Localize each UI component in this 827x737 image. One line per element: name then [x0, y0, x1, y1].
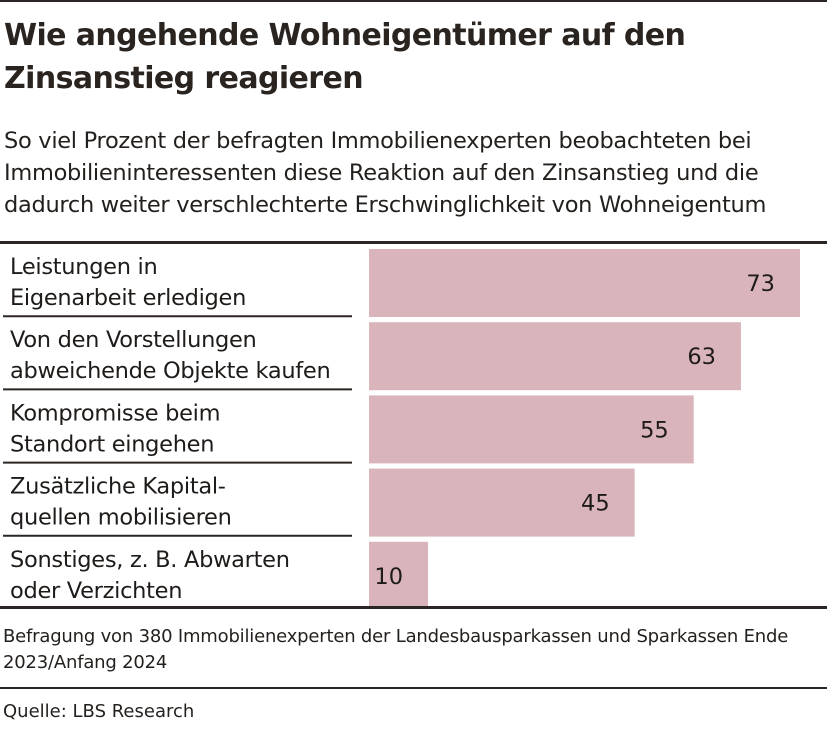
bar	[369, 468, 635, 537]
bar-chart: 73 Leistungen in Eigenarbeit erledigen 63 Vo…	[3, 249, 800, 609]
bar-row: 73 Leistungen in Eigenarbeit erledigen	[3, 249, 800, 318]
category-label: Sonstiges, z. B. Abwarten	[10, 547, 290, 573]
chart-bottom-rule	[0, 606, 827, 609]
bar	[369, 322, 741, 391]
bar	[369, 249, 800, 317]
bar-row: 45 Zusätzliche Kapital-quellen mobilisier…	[3, 468, 635, 537]
chart-subtitle: So viel Prozent der befragten Immobilien…	[4, 128, 767, 218]
chart-title: Wie angehende Wohneigentümer auf den Zin…	[4, 18, 686, 96]
bar-row: 55 Kompromisse beim Standort eingehen	[3, 395, 694, 464]
category-label: Zusätzliche Kapital-	[10, 474, 226, 500]
category-label: abweichende Objekte kaufen	[10, 358, 330, 384]
category-label: Von den Vorstellungen	[10, 327, 257, 353]
bar	[369, 395, 694, 464]
bar	[369, 541, 429, 609]
footnote: Befragung von 380 Immobilienexperten der…	[3, 626, 789, 673]
source-rule	[0, 687, 827, 689]
category-label: Kompromisse beim	[10, 400, 220, 426]
bar-value-label: 55	[640, 417, 669, 443]
bar-value-label: 10	[374, 564, 403, 590]
top-rule	[0, 0, 827, 2]
bar-row: 63 Von den Vorstellungen abweichende Objek…	[3, 322, 741, 391]
bar-value-label: 45	[581, 491, 610, 517]
category-label: Eigenarbeit erledigen	[10, 285, 246, 311]
bar-value-label: 63	[687, 344, 716, 370]
category-label: oder Verzichten	[10, 578, 182, 604]
category-label: Leistungen in	[10, 254, 157, 280]
bar-row: 10 Sonstiges, z. B. Abwarten oder Verzicht…	[10, 541, 429, 609]
chart-top-rule	[0, 241, 827, 244]
category-label: Standort eingehen	[10, 431, 214, 457]
category-label: quellen mobilisieren	[10, 505, 232, 531]
source-note: Quelle: LBS Research	[3, 701, 195, 722]
bar-value-label: 73	[746, 271, 775, 297]
